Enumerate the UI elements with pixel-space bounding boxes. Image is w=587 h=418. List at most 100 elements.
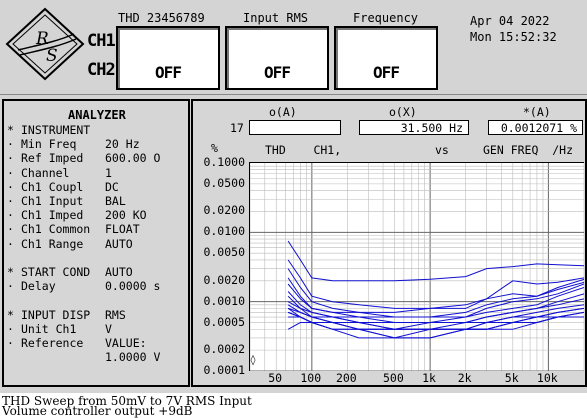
menu-bullet-marker: · <box>7 236 14 251</box>
menu-line[interactable]: · Ch1 Common FLOAT <box>7 222 140 237</box>
menu-line-value: AUTO <box>105 236 133 251</box>
sweep-start-marker: ◊ <box>250 354 256 366</box>
menu-line[interactable]: · Ref Imped 600.00 O <box>7 151 160 166</box>
menu-line-value: BAL <box>105 194 126 208</box>
menu-line-label: Min Freq <box>21 137 77 152</box>
menu-line[interactable]: · Ch1 Input BAL <box>7 194 126 208</box>
y-tick-label: 0.0002 <box>203 342 245 357</box>
x-tick-label: 10k <box>536 371 558 385</box>
y-tick-label: 0.0001 <box>203 363 245 377</box>
caption-line-2: Volume controller output +9dB <box>2 404 193 418</box>
time-readout: Mon 15:52:32 <box>470 30 557 44</box>
menu-line-label: INPUT DISP <box>21 307 91 322</box>
y-tick-label: 0.1000 <box>203 155 245 169</box>
menu-bullet-marker: · <box>7 151 14 166</box>
menu-line-value: V <box>105 321 112 336</box>
y-tick-label: 0.0020 <box>203 272 245 287</box>
analyzer-screen: R S CH1 CH2 THD 23456789 OFF Input RMS O… <box>0 0 587 393</box>
menu-line-label: Ch1 Input <box>21 194 84 208</box>
cursor-x-field[interactable]: 31.500 Hz <box>359 120 469 135</box>
menu-star-marker: * <box>7 265 14 279</box>
menu-bullet-marker: · <box>7 179 14 194</box>
x-tick-label: 100 <box>300 371 322 385</box>
menu-line-value: 600.00 O <box>105 151 161 166</box>
thd-trace-2 <box>287 259 584 309</box>
graph-title-right: GEN FREQ /Hz <box>483 143 574 157</box>
thd-trace-14 <box>288 316 584 339</box>
display-thd-title: THD 23456789 <box>118 11 205 25</box>
caption-line-1: THD Sweep from 50mV to 7V RMS Input <box>2 394 252 408</box>
menu-line-label: Ch1 Common <box>21 222 91 237</box>
menu-line-label: START COND <box>21 265 91 279</box>
menu-line[interactable] <box>7 251 21 265</box>
graph-title-left: THD CH1, <box>265 143 342 157</box>
menu-bullet-marker: · <box>7 208 14 223</box>
display-input-rms-title: Input RMS <box>243 11 309 25</box>
x-tick-label: 1k <box>422 371 436 385</box>
graph-title-vs: vs <box>435 143 449 157</box>
thd-trace-3 <box>287 268 584 313</box>
y-tick-label: 0.0010 <box>203 293 245 308</box>
analyzer-panel-title: ANALYZER <box>68 108 126 122</box>
menu-bullet-marker: · <box>7 336 14 350</box>
menu-line[interactable]: 1.0000 V <box>7 350 160 364</box>
display-input-rms[interactable]: OFF <box>225 26 329 90</box>
menu-line[interactable]: · Min Freq 20 Hz <box>7 137 140 152</box>
menu-line[interactable]: · Ch1 Coupl DC <box>7 179 119 194</box>
cursor-x-header: o(X) <box>389 105 417 119</box>
display-frequency-title: Frequency <box>353 11 419 25</box>
menu-line-value: RMS <box>105 307 126 322</box>
menu-line-label: INSTRUMENT <box>21 123 91 137</box>
menu-line-label: Ch1 Coupl <box>21 179 84 194</box>
graph-panel: o(A) o(X) *(A) 17 31.500 Hz 0.0012071 % … <box>191 99 587 387</box>
divider <box>0 94 587 95</box>
cursor-a-header: o(A) <box>269 105 297 119</box>
display-thd[interactable]: OFF <box>116 26 220 90</box>
menu-line[interactable]: · Reference VALUE: <box>7 336 147 350</box>
menu-line-value: 200 KO <box>105 208 147 223</box>
display-frequency-value: OFF <box>373 63 400 82</box>
menu-line[interactable]: · Ch1 Imped 200 KO <box>7 208 147 223</box>
menu-line[interactable] <box>7 293 21 307</box>
cursor-star-header: *(A) <box>523 105 551 119</box>
menu-line-label: Channel <box>21 165 70 180</box>
menu-line[interactable]: · Delay 0.0000 s <box>7 279 160 293</box>
cursor-a-field[interactable] <box>249 120 341 135</box>
date-readout: Apr 04 2022 <box>470 14 550 28</box>
svg-text:S: S <box>46 46 58 66</box>
menu-line[interactable]: · Channel 1 <box>7 165 112 180</box>
menu-line-value: 1 <box>105 165 112 180</box>
y-tick-label: 0.0200 <box>203 203 245 218</box>
menu-line[interactable]: · Ch1 Range AUTO <box>7 236 133 251</box>
menu-bullet-marker: · <box>7 321 14 336</box>
menu-line[interactable]: * INPUT DISP RMS <box>7 307 126 322</box>
y-tick-label: 0.0500 <box>203 175 245 190</box>
cursor-star-field[interactable]: 0.0012071 % <box>488 120 583 135</box>
channel-1-label: CH1 <box>87 31 116 51</box>
channel-2-label: CH2 <box>87 60 116 80</box>
menu-star-marker: * <box>7 307 14 322</box>
thd-trace-5 <box>287 283 584 318</box>
menu-line-label: Reference <box>21 336 84 350</box>
thd-plot[interactable]: ◊ <box>249 162 584 371</box>
menu-bullet-marker: · <box>7 165 14 180</box>
menu-line[interactable]: * START COND AUTO <box>7 265 133 279</box>
menu-line-value: DC <box>105 179 119 194</box>
y-unit-label: % <box>211 141 218 155</box>
menu-line[interactable]: * INSTRUMENT <box>7 123 90 137</box>
y-tick-label: 0.0050 <box>203 245 245 260</box>
display-thd-value: OFF <box>155 63 182 82</box>
display-frequency[interactable]: OFF <box>334 26 438 90</box>
menu-line-label: Ch1 Range <box>21 236 84 251</box>
x-tick-label: 200 <box>335 371 357 385</box>
thd-trace-12 <box>287 311 584 330</box>
menu-line-value: AUTO <box>105 265 133 279</box>
menu-star-marker: * <box>7 123 14 137</box>
menu-bullet-marker: · <box>7 222 14 237</box>
x-tick-label: 500 <box>383 371 404 385</box>
row-number: 17 <box>230 121 244 135</box>
display-input-rms-value: OFF <box>264 63 291 82</box>
menu-line[interactable]: · Unit Ch1 V <box>7 321 112 336</box>
thd-trace-15 <box>287 316 584 339</box>
y-tick-label: 0.0005 <box>203 314 245 329</box>
